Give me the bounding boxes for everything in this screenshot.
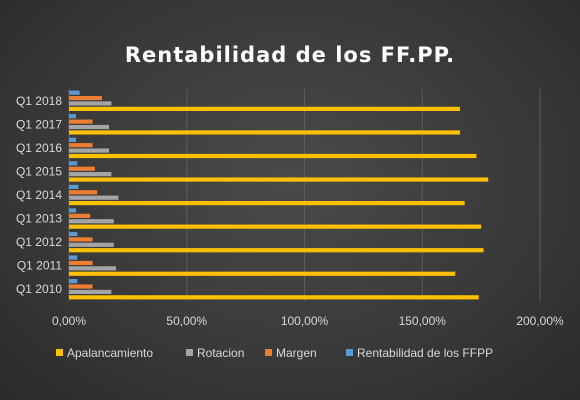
bar-margen (69, 190, 98, 195)
bar-rentabilidad-de-los-ffpp (69, 279, 78, 284)
x-tick-label: 100,00% (281, 314, 329, 328)
legend-label-rentabilidad-de-los-ffpp: Rentabilidad de los FFPP (357, 346, 493, 360)
y-tick-label: Q1 2016 (16, 141, 62, 155)
bar-rotacion (69, 289, 112, 295)
y-tick-label: Q1 2015 (16, 164, 62, 178)
bar-rotacion (69, 195, 119, 200)
bar-rotacion (69, 219, 114, 224)
y-tick-label: Q1 2014 (16, 188, 62, 202)
bar-rotacion (69, 124, 110, 130)
y-tick-label: Q1 2010 (16, 282, 62, 296)
legend-swatch-margen (265, 349, 272, 356)
bar-margen (69, 260, 93, 266)
y-tick-label: Q1 2013 (16, 212, 62, 226)
grid (68, 89, 541, 301)
bar-rotacion (69, 266, 117, 271)
bar-rentabilidad-de-los-ffpp (69, 114, 77, 119)
x-tick-label: 150,00% (399, 314, 447, 328)
y-tick-label: Q1 2011 (17, 259, 62, 273)
bar-rotacion (69, 148, 110, 153)
bar-apalancamiento (69, 201, 465, 206)
bar-rotacion (69, 242, 114, 247)
bar-apalancamiento (69, 153, 477, 159)
bar-apalancamiento (69, 295, 479, 300)
bar-margen (69, 95, 102, 101)
x-tick-label: 200,00% (516, 314, 564, 328)
bar-rotacion (69, 172, 112, 177)
legend-swatch-apalancamiento (56, 349, 63, 356)
x-tick-label: 0,00% (52, 314, 86, 328)
bar-apalancamiento (69, 224, 482, 229)
bar-apalancamiento (69, 271, 456, 276)
legend-label-apalancamiento: Apalancamiento (67, 346, 153, 360)
y-tick-label: Q1 2012 (16, 235, 62, 249)
bar-rentabilidad-de-los-ffpp (69, 90, 80, 95)
bar-apalancamiento (69, 177, 489, 182)
legend-label-margen: Margen (276, 346, 317, 360)
y-tick-label: Q1 2017 (16, 117, 62, 131)
bar-apalancamiento (69, 130, 460, 135)
bar-margen (69, 213, 91, 218)
x-tick-label: 50,00% (166, 314, 207, 328)
bar-margen (69, 143, 93, 148)
bars (69, 90, 489, 300)
y-tick-label: Q1 2018 (16, 94, 62, 108)
bar-rentabilidad-de-los-ffpp (69, 208, 77, 213)
bar-margen (69, 119, 93, 124)
bar-rentabilidad-de-los-ffpp (69, 255, 78, 260)
bar-rentabilidad-de-los-ffpp (69, 184, 79, 189)
chart-title: Rentabilidad de los FF.PP. (125, 43, 455, 67)
bar-margen (69, 237, 93, 242)
legend: Apalancamiento Rotacion Margen Rentabilidad… (56, 346, 493, 360)
legend-label-rotacion: Rotacion (197, 346, 244, 360)
bar-rentabilidad-de-los-ffpp (69, 161, 78, 166)
legend-swatch-rotacion (186, 349, 193, 356)
bar-margen (69, 284, 93, 289)
bar-apalancamiento (69, 248, 484, 253)
x-axis-labels: 0,00% 50,00% 100,00% 150,00% 200,00% (52, 314, 564, 328)
bar-margen (69, 166, 95, 171)
bar-apalancamiento (69, 106, 460, 111)
bar-rentabilidad-de-los-ffpp (69, 231, 78, 237)
bar-rentabilidad-de-los-ffpp (69, 137, 77, 142)
legend-swatch-rentabilidad-de-los-ffpp (346, 349, 353, 356)
bar-rotacion (69, 101, 112, 106)
y-axis-labels: Q1 2010 Q1 2011 Q1 2012 Q1 2013 Q1 2014 Q1 20… (16, 94, 62, 296)
